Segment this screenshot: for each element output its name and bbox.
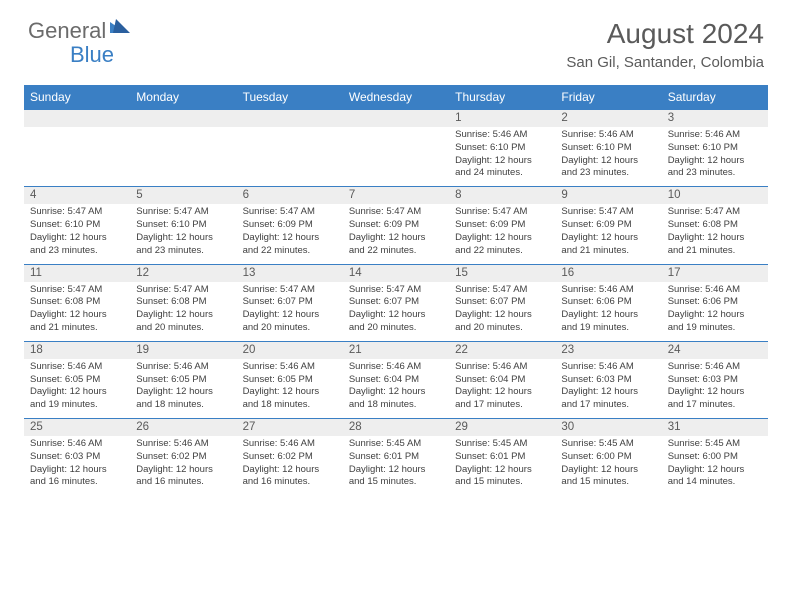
week-0-info: Sunrise: 5:46 AMSunset: 6:10 PMDaylight:… [24, 127, 768, 187]
daynum: 10 [662, 187, 768, 205]
header: General Blue August 2024 San Gil, Santan… [0, 0, 792, 79]
week-2-nums: 11 12 13 14 15 16 17 [24, 264, 768, 282]
day-info: Sunrise: 5:45 AMSunset: 6:01 PMDaylight:… [343, 436, 449, 495]
day-info: Sunrise: 5:47 AMSunset: 6:09 PMDaylight:… [343, 204, 449, 264]
day-info: Sunrise: 5:45 AMSunset: 6:01 PMDaylight:… [449, 436, 555, 495]
day-info: Sunrise: 5:47 AMSunset: 6:08 PMDaylight:… [662, 204, 768, 264]
daynum: 25 [24, 419, 130, 437]
week-4-nums: 25 26 27 28 29 30 31 [24, 419, 768, 437]
daynum: 18 [24, 341, 130, 359]
daynum: 8 [449, 187, 555, 205]
day-info: Sunrise: 5:47 AMSunset: 6:09 PMDaylight:… [237, 204, 343, 264]
daynum: 11 [24, 264, 130, 282]
daynum: 12 [130, 264, 236, 282]
day-info: Sunrise: 5:46 AMSunset: 6:02 PMDaylight:… [130, 436, 236, 495]
day-info: Sunrise: 5:47 AMSunset: 6:08 PMDaylight:… [24, 282, 130, 342]
daynum: 16 [555, 264, 661, 282]
daynum [130, 110, 236, 128]
day-info [343, 127, 449, 187]
day-info: Sunrise: 5:47 AMSunset: 6:09 PMDaylight:… [555, 204, 661, 264]
week-3-nums: 18 19 20 21 22 23 24 [24, 341, 768, 359]
week-2-info: Sunrise: 5:47 AMSunset: 6:08 PMDaylight:… [24, 282, 768, 342]
logo-text-blue: Blue [70, 42, 114, 68]
dow-thursday: Thursday [449, 85, 555, 110]
dow-friday: Friday [555, 85, 661, 110]
day-info: Sunrise: 5:46 AMSunset: 6:03 PMDaylight:… [555, 359, 661, 419]
dow-sunday: Sunday [24, 85, 130, 110]
location-text: San Gil, Santander, Colombia [566, 54, 764, 71]
daynum: 17 [662, 264, 768, 282]
week-1-nums: 4 5 6 7 8 9 10 [24, 187, 768, 205]
daynum [24, 110, 130, 128]
day-info: Sunrise: 5:46 AMSunset: 6:10 PMDaylight:… [555, 127, 661, 187]
day-info: Sunrise: 5:45 AMSunset: 6:00 PMDaylight:… [662, 436, 768, 495]
daynum: 20 [237, 341, 343, 359]
dow-monday: Monday [130, 85, 236, 110]
day-info: Sunrise: 5:46 AMSunset: 6:06 PMDaylight:… [662, 282, 768, 342]
day-info: Sunrise: 5:46 AMSunset: 6:10 PMDaylight:… [449, 127, 555, 187]
day-info: Sunrise: 5:47 AMSunset: 6:08 PMDaylight:… [130, 282, 236, 342]
day-info: Sunrise: 5:46 AMSunset: 6:05 PMDaylight:… [24, 359, 130, 419]
daynum: 9 [555, 187, 661, 205]
title-block: August 2024 San Gil, Santander, Colombia [566, 18, 764, 71]
daynum: 6 [237, 187, 343, 205]
logo-flag-icon [110, 19, 130, 40]
day-info: Sunrise: 5:47 AMSunset: 6:09 PMDaylight:… [449, 204, 555, 264]
day-info: Sunrise: 5:46 AMSunset: 6:02 PMDaylight:… [237, 436, 343, 495]
daynum: 15 [449, 264, 555, 282]
daynum: 1 [449, 110, 555, 128]
day-info: Sunrise: 5:46 AMSunset: 6:10 PMDaylight:… [662, 127, 768, 187]
month-title: August 2024 [566, 18, 764, 50]
daynum: 30 [555, 419, 661, 437]
daynum: 26 [130, 419, 236, 437]
day-info: Sunrise: 5:47 AMSunset: 6:10 PMDaylight:… [130, 204, 236, 264]
logo-text-general: General [28, 18, 106, 44]
day-info: Sunrise: 5:46 AMSunset: 6:05 PMDaylight:… [130, 359, 236, 419]
day-info: Sunrise: 5:47 AMSunset: 6:10 PMDaylight:… [24, 204, 130, 264]
day-info [24, 127, 130, 187]
daynum: 29 [449, 419, 555, 437]
daynum: 23 [555, 341, 661, 359]
day-info: Sunrise: 5:46 AMSunset: 6:04 PMDaylight:… [343, 359, 449, 419]
logo: General Blue [28, 18, 132, 44]
week-1-info: Sunrise: 5:47 AMSunset: 6:10 PMDaylight:… [24, 204, 768, 264]
dow-wednesday: Wednesday [343, 85, 449, 110]
calendar-table: Sunday Monday Tuesday Wednesday Thursday… [24, 85, 768, 495]
daynum: 7 [343, 187, 449, 205]
daynum: 21 [343, 341, 449, 359]
daynum: 24 [662, 341, 768, 359]
dow-tuesday: Tuesday [237, 85, 343, 110]
day-info: Sunrise: 5:47 AMSunset: 6:07 PMDaylight:… [237, 282, 343, 342]
day-of-week-row: Sunday Monday Tuesday Wednesday Thursday… [24, 85, 768, 110]
daynum: 2 [555, 110, 661, 128]
day-info: Sunrise: 5:46 AMSunset: 6:05 PMDaylight:… [237, 359, 343, 419]
daynum: 5 [130, 187, 236, 205]
day-info: Sunrise: 5:46 AMSunset: 6:04 PMDaylight:… [449, 359, 555, 419]
week-0-nums: 1 2 3 [24, 110, 768, 128]
daynum: 31 [662, 419, 768, 437]
daynum: 27 [237, 419, 343, 437]
week-4-info: Sunrise: 5:46 AMSunset: 6:03 PMDaylight:… [24, 436, 768, 495]
daynum: 19 [130, 341, 236, 359]
dow-saturday: Saturday [662, 85, 768, 110]
daynum: 28 [343, 419, 449, 437]
week-3-info: Sunrise: 5:46 AMSunset: 6:05 PMDaylight:… [24, 359, 768, 419]
day-info [237, 127, 343, 187]
daynum: 3 [662, 110, 768, 128]
day-info: Sunrise: 5:46 AMSunset: 6:06 PMDaylight:… [555, 282, 661, 342]
day-info: Sunrise: 5:45 AMSunset: 6:00 PMDaylight:… [555, 436, 661, 495]
day-info: Sunrise: 5:47 AMSunset: 6:07 PMDaylight:… [343, 282, 449, 342]
day-info [130, 127, 236, 187]
day-info: Sunrise: 5:46 AMSunset: 6:03 PMDaylight:… [662, 359, 768, 419]
daynum: 14 [343, 264, 449, 282]
daynum: 4 [24, 187, 130, 205]
daynum: 22 [449, 341, 555, 359]
daynum: 13 [237, 264, 343, 282]
day-info: Sunrise: 5:46 AMSunset: 6:03 PMDaylight:… [24, 436, 130, 495]
day-info: Sunrise: 5:47 AMSunset: 6:07 PMDaylight:… [449, 282, 555, 342]
daynum [237, 110, 343, 128]
daynum [343, 110, 449, 128]
